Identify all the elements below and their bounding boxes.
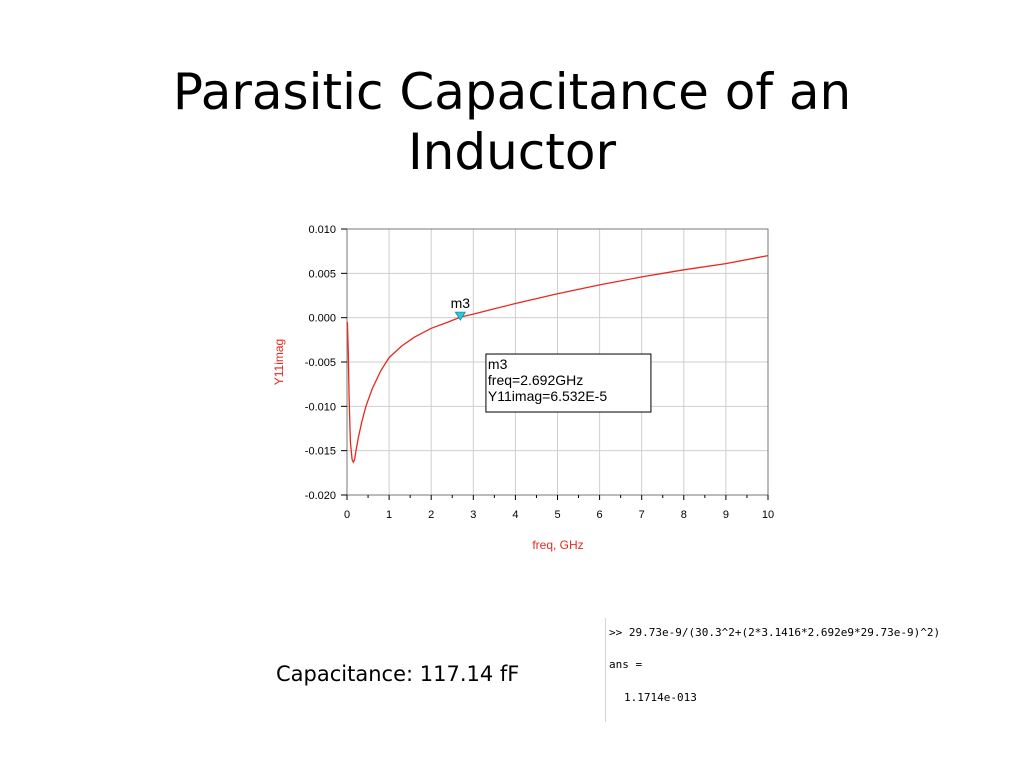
- capacitance-caption: Capacitance: 117.14 fF: [276, 662, 520, 686]
- marker-readout-line: Y11imag=6.532E-5: [488, 388, 607, 404]
- y-tick-label: -0.015: [305, 446, 336, 458]
- y-axis-label: Y11imag: [272, 339, 286, 385]
- matlab-console: >> 29.73e-9/(30.3^2+(2*3.1416*2.692e9*29…: [605, 618, 1006, 722]
- marker-m3-label: m3: [451, 295, 471, 311]
- console-ans-label: ans =: [609, 658, 643, 671]
- marker-readout-line: m3: [488, 356, 508, 372]
- y-tick-label: -0.010: [305, 401, 336, 413]
- slide-title: Parasitic Capacitance of an Inductor: [0, 62, 1024, 182]
- x-tick-label: 5: [554, 509, 560, 521]
- x-tick-label: 9: [723, 509, 729, 521]
- console-ans-value: 1.1714e-013: [624, 691, 697, 704]
- x-tick-label: 10: [762, 509, 774, 521]
- marker-readout-line: freq=2.692GHz: [488, 372, 583, 388]
- console-command: >> 29.73e-9/(30.3^2+(2*3.1416*2.692e9*29…: [609, 626, 941, 639]
- x-tick-label: 8: [681, 509, 687, 521]
- y-tick-label: 0.010: [308, 224, 336, 236]
- y-tick-label: 0.000: [308, 313, 336, 325]
- marker-readout-box: [485, 353, 652, 413]
- y11imag-series-line: [346, 254, 769, 464]
- x-tick-label: 4: [512, 509, 518, 521]
- y-tick-label: -0.020: [305, 490, 336, 502]
- x-tick-label: 2: [428, 509, 434, 521]
- x-tick-label: 1: [386, 509, 392, 521]
- marker-m3-triangle-icon[interactable]: [454, 311, 467, 321]
- x-tick-label: 3: [470, 509, 476, 521]
- y-tick-label: 0.005: [308, 268, 336, 280]
- tick-labels: 0 1 2 3 4 5 6 7 8 9 10 0.010 0.005 0.000 -0.005 -0.010 -…: [305, 224, 774, 521]
- axis-ticks: [341, 228, 769, 500]
- x-tick-label: 7: [639, 509, 645, 521]
- y-tick-label: -0.005: [305, 357, 336, 369]
- slide-title-line-2: Inductor: [407, 122, 617, 181]
- x-tick-label: 6: [597, 509, 603, 521]
- x-tick-label: 0: [344, 509, 350, 521]
- slide-title-line-1: Parasitic Capacitance of an: [172, 62, 852, 121]
- x-axis-label: freq, GHz: [532, 538, 583, 552]
